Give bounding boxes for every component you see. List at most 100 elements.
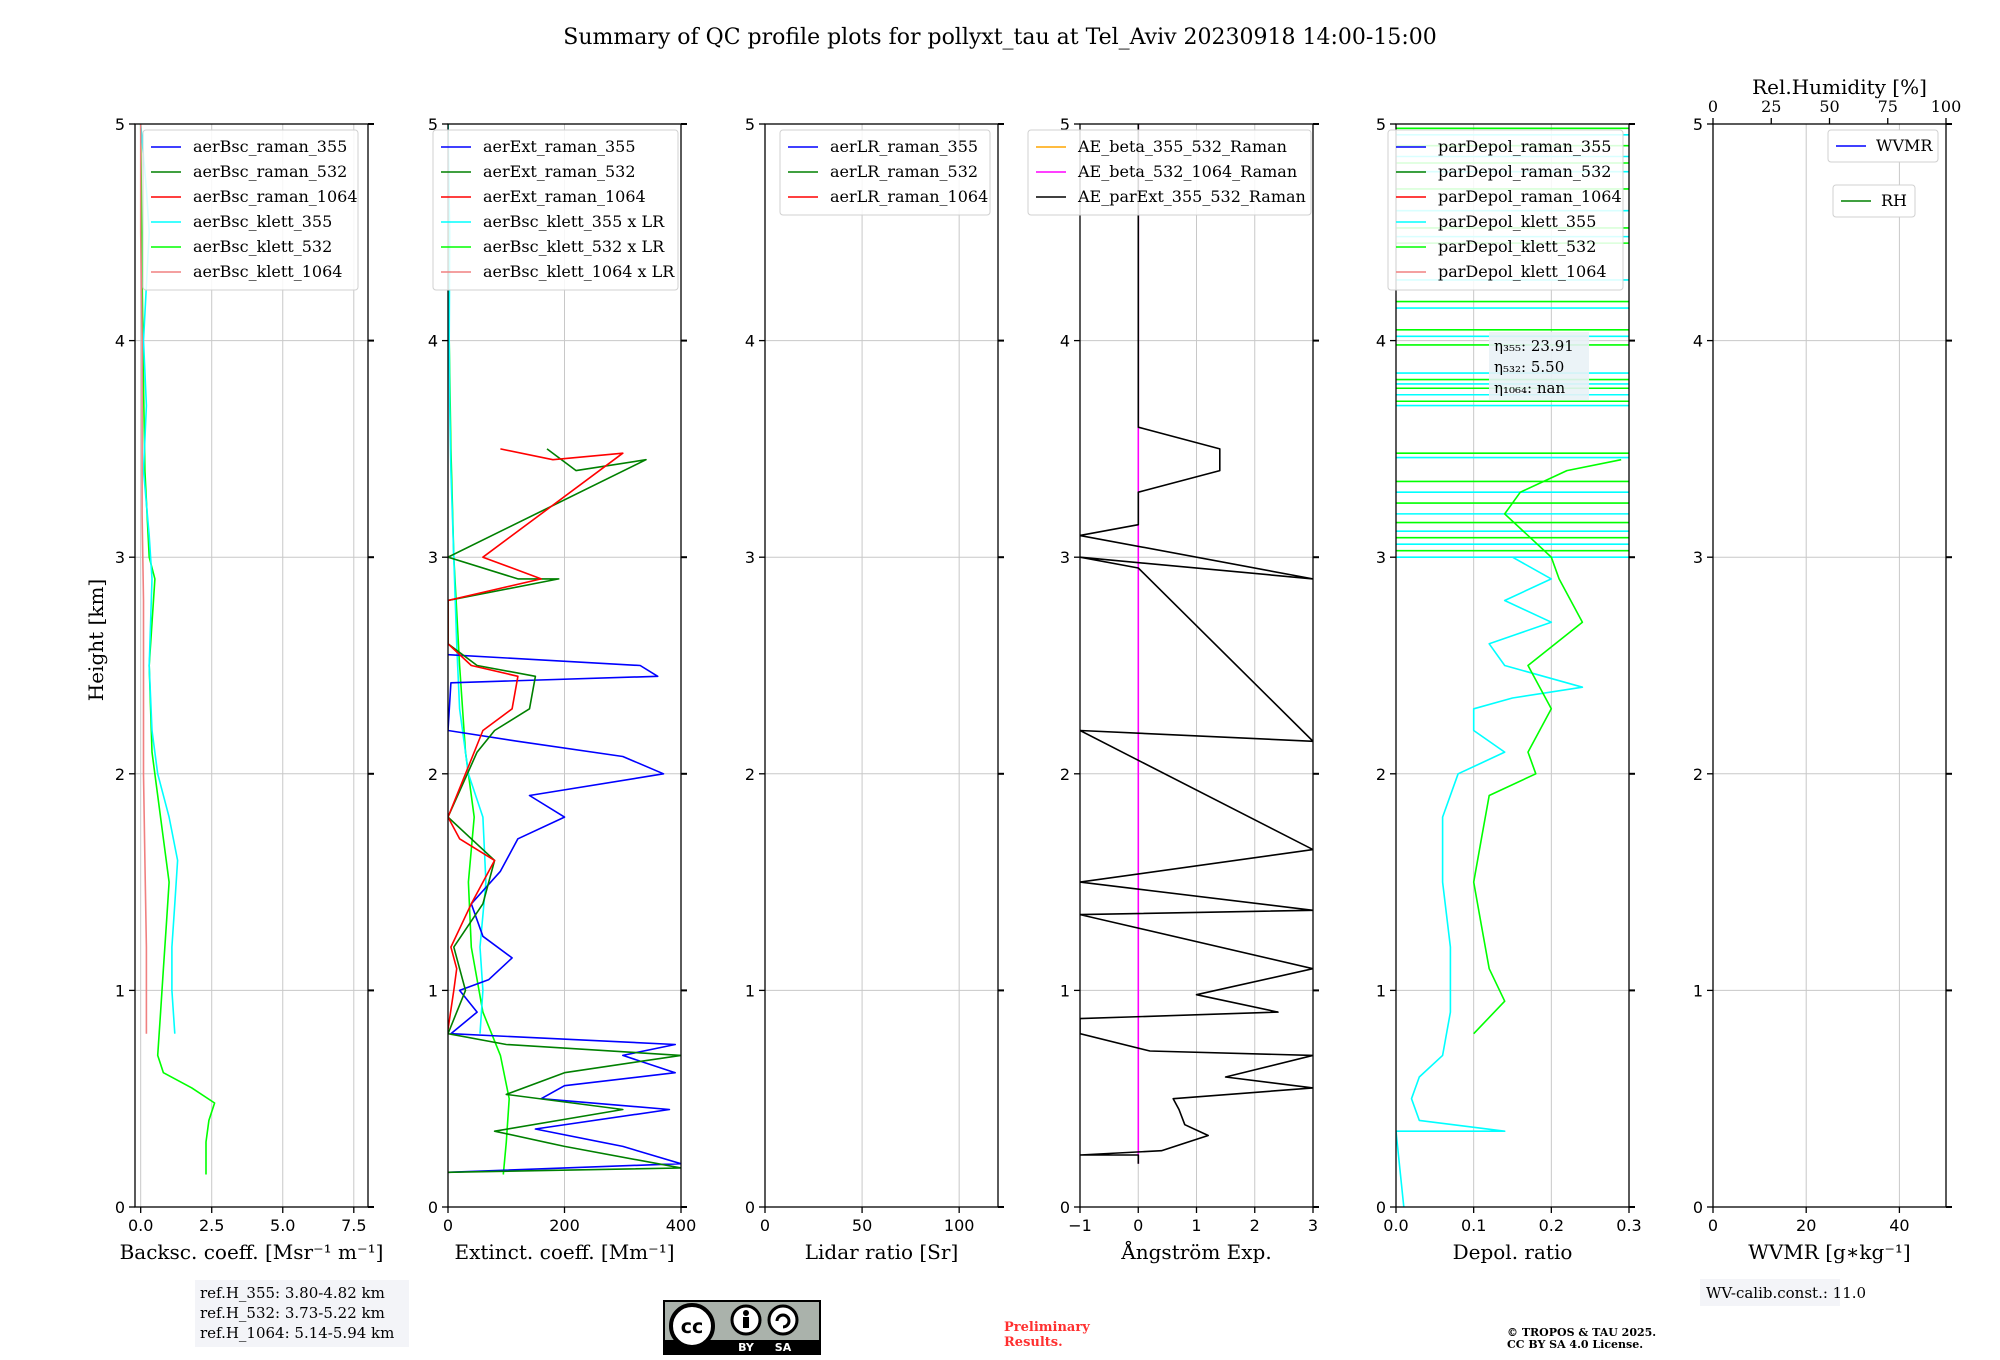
copyright-line-1: © TROPOS & TAU 2025. xyxy=(1507,1326,1656,1339)
x2-axis-label: Rel.Humidity [%] xyxy=(1752,75,1927,99)
axes-frame xyxy=(134,123,369,1208)
x-tick-label: 40 xyxy=(1889,1216,1909,1235)
legend-entry: WVMR xyxy=(1876,136,1933,155)
legend: aerExt_raman_355 aerExt_raman_532 aerExt_r… xyxy=(432,129,679,291)
y-tick-label: 1 xyxy=(1693,981,1703,1000)
legend-entry: aerBsc_klett_532 x LR xyxy=(483,237,665,256)
y-tick-label: 1 xyxy=(428,981,438,1000)
preliminary-line-1: Preliminary xyxy=(1004,1320,1090,1335)
y-tick-label: 4 xyxy=(1693,332,1703,351)
x-tick-label: 5.0 xyxy=(270,1216,295,1235)
legend-entry: aerBsc_raman_1064 xyxy=(193,187,358,206)
legend-entry: aerBsc_raman_355 xyxy=(193,137,347,156)
y-tick-label: 4 xyxy=(1376,332,1386,351)
series-aerext-raman-355 xyxy=(448,653,681,1174)
legend-entry: parDepol_klett_1064 xyxy=(1438,262,1607,281)
y-tick-label: 2 xyxy=(745,765,755,784)
series-group xyxy=(139,124,216,1175)
series-ae-parext-355-532-raman xyxy=(1080,124,1313,1164)
legend-entry: AE_beta_532_1064_Raman xyxy=(1077,162,1297,181)
legend-entry: aerBsc_klett_355 x LR xyxy=(483,212,665,231)
y-tick-label: 4 xyxy=(1060,332,1070,351)
y-tick-label: 0 xyxy=(1376,1198,1386,1217)
legend-entry: aerExt_raman_532 xyxy=(483,162,636,181)
cc-by-label: BY xyxy=(738,1341,755,1354)
legend-entry: aerBsc_klett_532 xyxy=(193,237,332,256)
y-tick-label: 2 xyxy=(1693,765,1703,784)
x-tick-label: 20 xyxy=(1796,1216,1816,1235)
legend: aerLR_raman_355 aerLR_raman_532 aerLR_rama… xyxy=(779,129,991,216)
y-tick-label: 4 xyxy=(428,332,438,351)
x-tick-label: 0.0 xyxy=(128,1216,153,1235)
x-tick-label: 400 xyxy=(666,1216,697,1235)
x-tick-label: 100 xyxy=(944,1216,975,1235)
x-tick-label: 0 xyxy=(1708,1216,1718,1235)
legend-entry: aerBsc_klett_355 xyxy=(193,212,332,231)
series-group xyxy=(448,124,681,1175)
x2-tick-label: 50 xyxy=(1819,97,1839,116)
legend-entry: parDepol_raman_355 xyxy=(1438,137,1611,156)
legend-entry: parDepol_raman_532 xyxy=(1438,162,1611,181)
x-axis-label: Depol. ratio xyxy=(1453,1240,1573,1264)
legend-entry: aerLR_raman_532 xyxy=(830,162,978,181)
x2-tick-label: 0 xyxy=(1708,97,1718,116)
panel-water_vapor: 0 20 40 0 1 2 3 4 5 WVMR [g∗kg⁻¹] 0 25 50 75 100Rel.Hu… xyxy=(1693,75,1961,1264)
legend: AE_beta_355_532_Raman AE_beta_532_1064_Ra… xyxy=(1027,129,1312,216)
x-tick-label: 0 xyxy=(760,1216,770,1235)
series-group xyxy=(1080,124,1313,1164)
legend-entry: parDepol_klett_532 xyxy=(1438,237,1596,256)
sa-share-icon xyxy=(767,1304,799,1336)
y-tick-label: 3 xyxy=(428,548,438,567)
x-tick-label: 0 xyxy=(443,1216,453,1235)
y-axis-label: Height [km] xyxy=(84,579,108,701)
eta-532: η₅₃₂: 5.50 xyxy=(1494,358,1564,376)
x-tick-label: 0.2 xyxy=(1539,1216,1564,1235)
x-tick-label: 2 xyxy=(1250,1216,1260,1235)
x-tick-label: 7.5 xyxy=(341,1216,366,1235)
y-tick-label: 1 xyxy=(1060,981,1070,1000)
legend-entry: aerBsc_raman_532 xyxy=(193,162,347,181)
panel-extinction: 0 200 400 0 1 2 3 4 5 Extinct. coeff. [Mm⁻¹] aerEx… xyxy=(428,115,696,1264)
refh-annotation-box: ref.H_355: 3.80-4.82 km ref.H_532: 3.73-… xyxy=(195,1280,409,1347)
legend-entry: aerExt_raman_355 xyxy=(483,137,636,156)
panels-group: 0.0 2.5 5.0 7.5 0 1 2 3 4 5 Backsc. coeff. [Msr⁻¹ … xyxy=(115,75,1961,1264)
y-tick-label: 0 xyxy=(1060,1198,1070,1217)
x-tick-label: 0.0 xyxy=(1383,1216,1408,1235)
x2-tick-label: 25 xyxy=(1761,97,1781,116)
y-tick-label: 3 xyxy=(1376,548,1386,567)
axes-frame xyxy=(1395,123,1630,1208)
x2-tick-label: 75 xyxy=(1878,97,1898,116)
axes-frame xyxy=(1712,123,1947,1208)
figure-title: Summary of QC profile plots for pollyxt_… xyxy=(563,25,1436,50)
series-aerbsc-klett-1064 xyxy=(139,124,148,1034)
legend-entry: aerLR_raman_355 xyxy=(830,137,978,156)
x-tick-label: 0.3 xyxy=(1616,1216,1641,1235)
y-tick-label: 5 xyxy=(428,115,438,134)
legend-entry: parDepol_klett_355 xyxy=(1438,212,1596,231)
y-tick-label: 2 xyxy=(1060,765,1070,784)
y-tick-label: 5 xyxy=(115,115,125,134)
eta-annotation-box: η₃₅₅: 23.91 η₅₃₂: 5.50 η₁₀₆₄: nan xyxy=(1489,332,1589,400)
x-tick-label: 200 xyxy=(549,1216,580,1235)
y-tick-label: 0 xyxy=(115,1198,125,1217)
y-tick-label: 3 xyxy=(1060,548,1070,567)
y-tick-label: 5 xyxy=(1693,115,1703,134)
legend-entry: aerExt_raman_1064 xyxy=(483,187,646,206)
legend: aerBsc_raman_355 aerBsc_raman_532 aerBsc_r… xyxy=(142,129,359,291)
legend-entry: RH xyxy=(1881,191,1907,210)
y-tick-label: 3 xyxy=(745,548,755,567)
refh-1064: ref.H_1064: 5.14-5.94 km xyxy=(200,1324,394,1342)
y-tick-label: 1 xyxy=(1376,981,1386,1000)
wv-calib-const: WV-calib.const.: 11.0 xyxy=(1706,1284,1866,1302)
y-tick-label: 2 xyxy=(115,765,125,784)
series-pardepol-klett-355 xyxy=(1396,556,1584,1207)
y-tick-label: 1 xyxy=(745,981,755,1000)
x-tick-label: −1 xyxy=(1068,1216,1092,1235)
x2-tick-label: 100 xyxy=(1931,97,1962,116)
axes-frame xyxy=(764,123,999,1208)
legend-entry: AE_parExt_355_532_Raman xyxy=(1077,187,1306,206)
cc-mark: cc xyxy=(681,1316,704,1338)
series-aerext-raman-1064 xyxy=(448,448,624,1030)
